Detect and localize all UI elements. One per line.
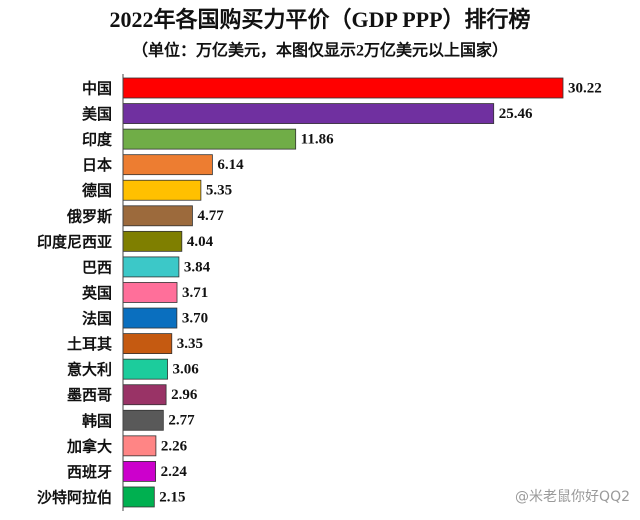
y-tick-label: 意大利 xyxy=(67,361,112,379)
bar xyxy=(122,282,178,303)
bar xyxy=(122,154,213,176)
value-label: 6.14 xyxy=(217,157,244,173)
y-tick-label: 韩国 xyxy=(82,412,112,430)
bar xyxy=(122,358,168,380)
value-label: 2.26 xyxy=(161,438,188,454)
y-tick-label: 印度尼西亚 xyxy=(37,233,112,251)
value-label: 3.06 xyxy=(173,362,200,378)
value-label: 3.35 xyxy=(177,336,203,352)
value-label: 2.24 xyxy=(161,464,188,480)
chart-title: 2022年各国购买力平价（GDP PPP）排行榜 xyxy=(109,7,530,32)
value-label: 11.86 xyxy=(301,132,334,148)
y-tick-label: 美国 xyxy=(82,105,112,123)
y-tick-label: 德国 xyxy=(82,182,112,200)
y-tick-label: 沙特阿拉伯 xyxy=(37,488,112,506)
value-label: 3.70 xyxy=(182,310,208,326)
bar xyxy=(122,409,164,431)
y-tick-label: 俄罗斯 xyxy=(66,207,112,225)
y-tick-label: 墨西哥 xyxy=(67,386,112,404)
value-label: 2.15 xyxy=(159,489,185,505)
bar xyxy=(122,333,173,355)
value-label: 4.77 xyxy=(197,208,224,224)
y-tick-label: 印度 xyxy=(82,131,113,149)
bar xyxy=(122,256,180,278)
y-tick-label: 中国 xyxy=(82,80,112,98)
y-tick-label: 加拿大 xyxy=(66,437,112,455)
bar xyxy=(122,205,193,227)
value-label: 2.77 xyxy=(168,413,195,429)
bar xyxy=(122,384,167,406)
bar xyxy=(122,486,155,508)
y-tick-label: 英国 xyxy=(82,284,112,302)
watermark: @米老鼠你好QQ2 xyxy=(515,489,630,505)
y-tick-label: 西班牙 xyxy=(67,463,112,481)
value-label: 4.04 xyxy=(187,234,214,250)
bar xyxy=(122,128,297,150)
bar xyxy=(122,230,183,252)
y-tick-label: 巴西 xyxy=(82,258,112,276)
value-label: 3.71 xyxy=(182,285,208,301)
value-label: 5.35 xyxy=(206,183,232,199)
y-tick-label: 日本 xyxy=(82,156,112,174)
bar xyxy=(122,103,495,124)
bar xyxy=(122,77,564,99)
chart-subtitle: （单位：万亿美元，本图仅显示2万亿美元以上国家） xyxy=(132,41,508,60)
y-tick-label: 法国 xyxy=(82,310,112,328)
value-label: 25.46 xyxy=(499,106,533,122)
bar xyxy=(122,460,157,482)
value-label: 2.96 xyxy=(171,387,198,403)
bar xyxy=(122,435,157,457)
y-tick-label: 土耳其 xyxy=(67,335,112,353)
value-label: 3.84 xyxy=(184,259,211,275)
bar xyxy=(122,307,178,329)
bar xyxy=(122,179,202,201)
value-label: 30.22 xyxy=(568,80,602,96)
